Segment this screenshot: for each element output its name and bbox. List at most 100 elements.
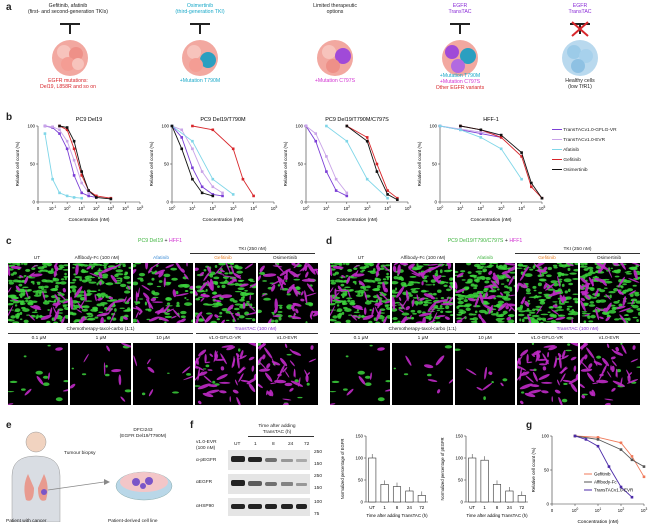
green-cell — [547, 288, 556, 291]
green-cell — [483, 287, 489, 291]
magenta-cell — [563, 296, 567, 302]
magenta-cell — [536, 269, 547, 273]
green-cell — [261, 280, 267, 282]
mw-label: 150 — [314, 462, 323, 467]
green-cell — [563, 273, 569, 276]
magenta-cell — [141, 284, 150, 291]
green-cell — [91, 266, 94, 270]
green-cell — [506, 278, 510, 282]
green-cell — [15, 315, 20, 319]
mw-label: 250 — [314, 474, 323, 479]
magenta-cell — [541, 390, 549, 394]
x-tick-label: 100 — [303, 205, 310, 211]
magenta-cell — [437, 315, 446, 318]
magenta-cell — [456, 319, 463, 323]
data-point — [80, 191, 84, 195]
magenta-cell — [580, 297, 585, 302]
green-cell — [507, 319, 515, 323]
magenta-cell — [154, 269, 166, 275]
green-cell — [107, 316, 112, 320]
magenta-cell — [258, 368, 270, 372]
legend-item: TransTACv1.0-EVR — [552, 138, 648, 148]
green-cell — [342, 295, 345, 299]
green-cell — [567, 343, 571, 346]
green-cell — [356, 309, 360, 312]
magenta-cell — [198, 349, 207, 357]
green-cell — [43, 285, 49, 289]
green-cell — [296, 396, 303, 399]
magenta-cell — [500, 382, 504, 387]
green-cell — [364, 263, 371, 266]
magenta-cell — [238, 355, 248, 360]
green-cell — [392, 294, 398, 296]
magenta-cell — [580, 368, 592, 372]
green-cell — [382, 278, 387, 281]
magenta-cell — [253, 373, 256, 379]
magenta-cell — [604, 402, 611, 405]
magenta-cell — [220, 294, 233, 299]
green-cell — [138, 298, 143, 300]
green-cell — [441, 275, 447, 277]
data-point — [87, 194, 90, 198]
magenta-cell — [384, 300, 391, 304]
green-cell — [574, 300, 578, 304]
green-cell — [138, 272, 145, 277]
magenta-cell — [240, 379, 250, 383]
green-cell — [206, 303, 214, 306]
green-cell — [8, 263, 12, 265]
magenta-cell — [447, 263, 450, 266]
category-label: 8 — [396, 505, 399, 510]
magenta-cell — [281, 398, 291, 401]
green-cell — [74, 276, 83, 279]
magenta-cell — [570, 356, 577, 361]
blot-band — [248, 504, 262, 509]
magenta-cell — [246, 343, 256, 347]
green-cell — [340, 283, 345, 287]
magenta-cell — [284, 382, 292, 387]
panel-f-bar-pegfr: 0 50 100 150 UT 1 8 24 72 Time after adding Trans… — [436, 426, 532, 531]
green-cell — [334, 271, 339, 275]
magenta-cell — [221, 345, 234, 348]
green-cell — [355, 294, 364, 297]
x-tick-label: 10-1 — [49, 205, 57, 211]
magenta-cell — [230, 264, 235, 275]
micrograph — [132, 343, 194, 405]
green-cell — [197, 318, 205, 322]
green-cell — [445, 305, 450, 310]
magenta-cell — [570, 383, 578, 393]
green-cell — [520, 271, 524, 274]
green-cell — [377, 281, 383, 285]
magenta-cell — [490, 280, 499, 289]
category-label: 72 — [519, 505, 525, 510]
micrograph-canvas — [579, 343, 640, 405]
green-cell — [519, 318, 522, 322]
panel-a-cell4-bottom: +Mutation T790M +Mutation C797S Other EG… — [410, 73, 510, 91]
green-cell — [436, 321, 442, 323]
magenta-cell — [54, 294, 59, 301]
panel-d-label: d — [326, 236, 333, 247]
green-cell — [336, 304, 340, 307]
green-cell — [620, 285, 624, 289]
green-cell — [123, 275, 131, 280]
green-cell — [535, 305, 543, 308]
green-cell — [60, 278, 65, 281]
green-cell — [473, 263, 481, 268]
lane-label: 1 — [254, 442, 257, 447]
magenta-cell — [204, 353, 207, 363]
magenta-cell — [543, 283, 548, 290]
magenta-cell — [113, 299, 127, 303]
green-cell — [465, 263, 471, 266]
green-cell — [392, 317, 399, 321]
panel-c-tki-header: TKI (250 nM) — [238, 247, 267, 252]
green-cell — [524, 309, 533, 312]
magenta-cell — [36, 376, 44, 385]
magenta-cell — [580, 343, 588, 350]
green-cell — [482, 268, 487, 272]
magenta-cell — [560, 366, 567, 375]
green-cell — [12, 301, 20, 304]
magenta-cell — [416, 294, 420, 302]
panel-c-tki-rule — [190, 253, 315, 254]
magenta-cell — [598, 374, 602, 381]
green-cell — [344, 286, 351, 289]
magenta-cell — [394, 263, 401, 266]
